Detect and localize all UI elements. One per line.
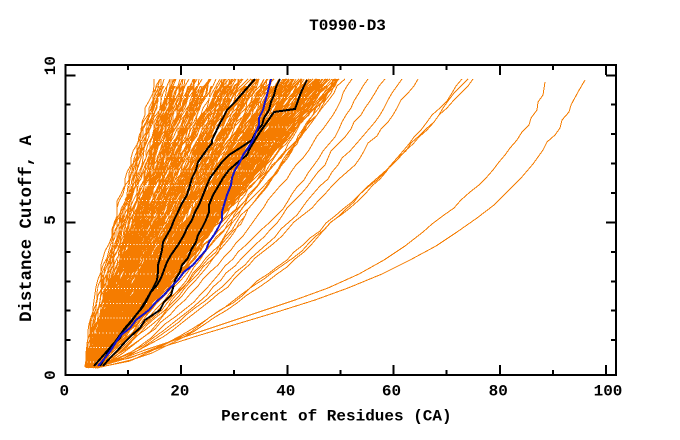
svg-text:Distance Cutoff, A: Distance Cutoff, A	[18, 135, 37, 322]
svg-text:20: 20	[170, 383, 189, 401]
svg-text:5: 5	[42, 215, 60, 225]
svg-text:60: 60	[382, 383, 401, 401]
svg-text:100: 100	[594, 383, 623, 401]
svg-text:0: 0	[42, 370, 60, 380]
svg-text:10: 10	[42, 56, 60, 75]
svg-text:80: 80	[489, 383, 508, 401]
svg-text:0: 0	[59, 383, 69, 401]
svg-text:40: 40	[276, 383, 295, 401]
svg-text:Percent of Residues (CA): Percent of Residues (CA)	[221, 408, 451, 426]
svg-text:T0990-D3: T0990-D3	[309, 17, 386, 35]
